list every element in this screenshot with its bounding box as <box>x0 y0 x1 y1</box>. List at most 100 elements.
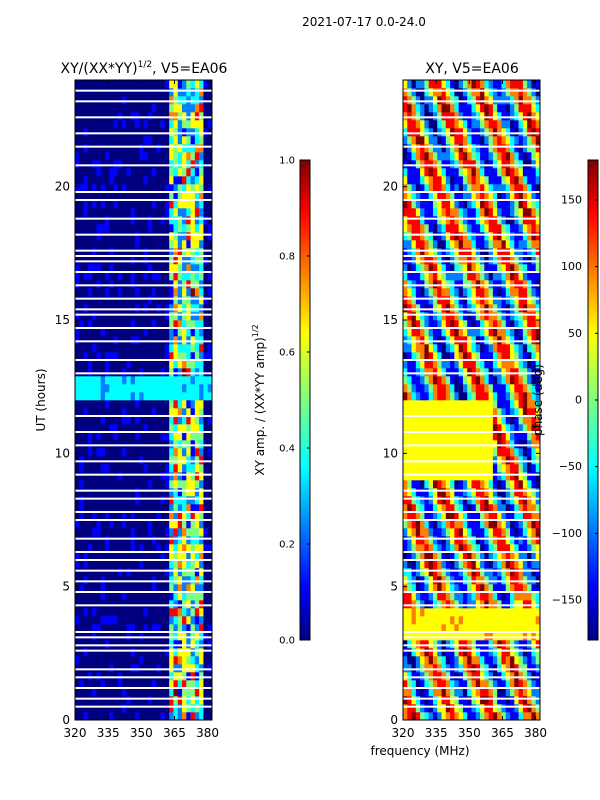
phase-cell <box>432 216 438 225</box>
phase-cell <box>514 152 519 161</box>
amp-cell <box>126 288 131 297</box>
phase-cell <box>510 424 515 433</box>
amp-cell <box>126 136 131 145</box>
amp-cell <box>96 216 101 225</box>
phase-cell <box>428 608 434 617</box>
phase-cell <box>531 600 537 609</box>
amp-cell <box>182 216 187 225</box>
amp-cell <box>79 648 84 657</box>
phase-cell <box>501 568 507 577</box>
phase-cell <box>531 160 537 169</box>
amp-cell <box>164 264 170 273</box>
phase-cell <box>518 312 524 321</box>
amp-cell <box>79 616 84 625</box>
amp-cell <box>164 344 170 353</box>
phase-cell <box>475 648 481 657</box>
amp-cell <box>156 216 161 225</box>
phase-cell <box>467 328 472 337</box>
phase-cell <box>411 352 417 361</box>
amp-cell <box>126 304 131 313</box>
phase-cell <box>501 664 507 673</box>
phase-cell <box>475 608 481 617</box>
phase-cell <box>522 408 528 417</box>
amp-cell <box>156 480 161 489</box>
amp-cell <box>117 336 123 345</box>
amp-cell <box>100 96 106 105</box>
phase-cell <box>514 184 519 193</box>
amp-cell <box>203 400 209 409</box>
phase-cell <box>475 304 481 313</box>
phase-cell <box>501 512 507 521</box>
phase-cell <box>441 280 447 289</box>
amp-cell <box>122 544 127 553</box>
phase-cell <box>420 376 425 385</box>
phase-cell <box>514 632 519 641</box>
phase-cell <box>420 208 425 217</box>
phase-cell <box>462 512 468 521</box>
phase-cell <box>501 472 507 481</box>
phase-cell <box>432 240 438 249</box>
amp-cell <box>186 664 191 673</box>
phase-cell <box>415 272 421 281</box>
amp-cell <box>156 608 161 617</box>
phase-cell <box>462 368 468 377</box>
phase-cell <box>411 200 417 209</box>
amp-cell <box>75 280 80 289</box>
phase-cell <box>458 696 464 705</box>
phase-cell <box>492 184 498 193</box>
phase-cell <box>510 240 515 249</box>
phase-cell <box>420 400 425 409</box>
phase-cell <box>522 216 528 225</box>
phase-cell <box>518 392 524 401</box>
amp-cell <box>190 424 196 433</box>
phase-cell <box>492 544 498 553</box>
amp-cell <box>139 432 144 441</box>
phase-cell <box>514 320 519 329</box>
amp-cell <box>92 248 97 257</box>
amp-cell <box>126 248 131 257</box>
phase-cell <box>492 416 498 425</box>
phase-cell <box>475 552 481 561</box>
amp-cell <box>147 240 153 249</box>
phase-cell <box>497 392 502 401</box>
amp-cell <box>122 112 127 121</box>
amp-cell <box>207 224 213 233</box>
amp-cell <box>100 344 106 353</box>
phase-cell <box>403 664 408 673</box>
phase-cell <box>492 224 498 233</box>
phase-cell <box>428 352 434 361</box>
amp-cell <box>83 104 89 113</box>
phase-cell <box>531 440 537 449</box>
amp-y-tick-label: 10 <box>55 446 70 460</box>
phase-cell <box>420 536 425 545</box>
phase-cell <box>458 680 464 689</box>
amp-cell <box>83 336 89 345</box>
amp-cell <box>92 168 97 177</box>
amp-cell <box>104 296 110 305</box>
phase-cell <box>475 656 481 665</box>
phase-cell <box>411 456 417 465</box>
phase-cell <box>480 232 485 241</box>
amp-colorbar-frame <box>299 159 311 641</box>
amp-cell <box>207 152 213 161</box>
phase-cell <box>475 144 481 153</box>
amp-cell <box>87 512 93 521</box>
amp-cell <box>92 632 97 641</box>
phase-cell <box>424 264 429 273</box>
amp-y-tick-label: 0 <box>62 713 70 727</box>
phase-cell <box>437 464 442 473</box>
phase-cell <box>475 640 481 649</box>
phase-cell <box>475 168 481 177</box>
amp-cell <box>173 696 179 705</box>
phase-cell <box>467 576 472 585</box>
amp-cell <box>126 192 131 201</box>
amp-cell <box>75 320 80 329</box>
phase-cell <box>441 648 447 657</box>
phase-cell <box>415 488 421 497</box>
phase-cell <box>505 568 511 577</box>
phase-cell <box>501 232 507 241</box>
phase-cell <box>450 368 455 377</box>
phase-cell <box>518 568 524 577</box>
amp-cell <box>122 160 127 169</box>
flagged-row <box>75 260 212 263</box>
